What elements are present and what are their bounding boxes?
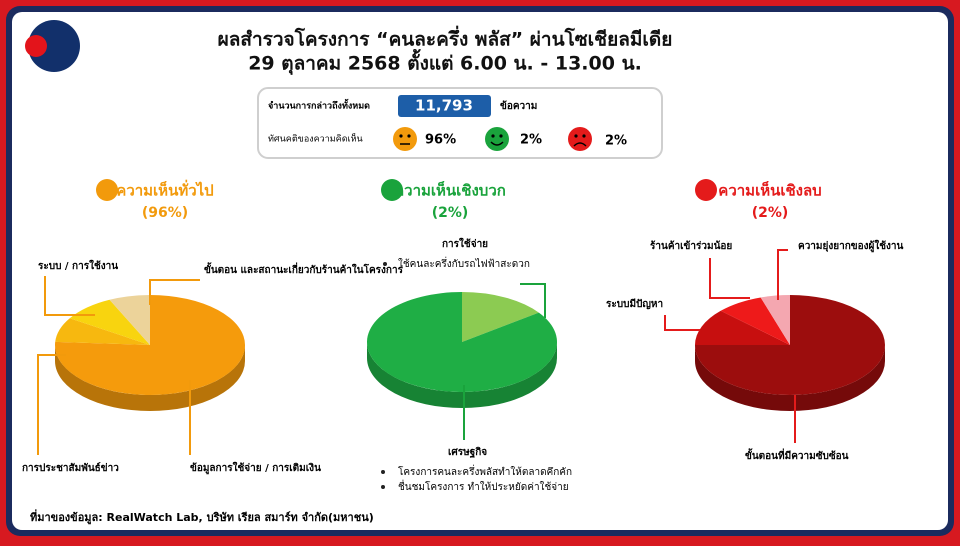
neutral-share: 96% xyxy=(425,133,456,148)
slice xyxy=(367,292,557,392)
slice-label: การประชาสัมพันธ์ข่าว xyxy=(22,462,119,474)
slice xyxy=(69,299,150,345)
slice-label: ระบบ / การใช้งาน xyxy=(38,259,118,272)
bullet xyxy=(381,485,385,489)
pie-title: ความเห็นทั่วไป xyxy=(116,180,213,200)
total-label: จำนวนการกล่าวถึงทั้งหมด xyxy=(268,99,370,112)
slice-label: ระบบมีปัญหา xyxy=(606,298,663,310)
negative-share: 2% xyxy=(605,134,627,149)
logo-dot xyxy=(25,35,47,57)
slice xyxy=(695,310,790,345)
slice-label: ความยุ่งยากของผู้ใช้งาน xyxy=(798,239,904,253)
face xyxy=(381,179,403,201)
total-unit: ข้อความ xyxy=(500,100,537,112)
summary-box xyxy=(257,87,663,159)
face-negative xyxy=(568,127,592,151)
bullet-text: ชื่นชมโครงการ ทำให้ประหยัดค่าใช้จ่าย xyxy=(398,479,569,493)
sentiment-label: ทัศนคติของความคิดเห็น xyxy=(268,132,363,145)
pie-share: (96%) xyxy=(142,205,188,221)
face-positive xyxy=(485,127,509,151)
logo xyxy=(28,20,80,72)
bullet-text: ใช้คนละครึ่งกับรถไฟฟ้าสะดวก xyxy=(398,256,530,270)
pie-share: (2%) xyxy=(432,205,469,221)
face xyxy=(695,179,717,201)
slice-label: ข้อมูลการใช้จ่าย / การเติมเงิน xyxy=(190,461,321,475)
leader-line xyxy=(520,283,546,318)
title-face xyxy=(695,179,717,201)
slice-label: ร้านค้าเข้าร่วมน้อย xyxy=(650,240,732,252)
positive-share: 2% xyxy=(520,133,542,148)
leader-line xyxy=(709,258,750,299)
leader-line xyxy=(44,276,95,316)
leader-line xyxy=(37,354,66,455)
bullet xyxy=(383,262,387,266)
total: 11,793 xyxy=(415,97,473,115)
leader-line xyxy=(777,249,788,300)
slice xyxy=(720,297,790,345)
panel xyxy=(12,12,948,530)
leader-line xyxy=(664,315,700,331)
slice-label: ขั้นตอนที่มีความซับซ้อน xyxy=(745,448,849,462)
slice xyxy=(55,318,150,345)
pie-share: (2%) xyxy=(752,205,789,221)
total-box xyxy=(398,95,491,117)
slice-side xyxy=(367,342,557,408)
subtitle: 29 ตุลาคม 2568 ตั้งแต่ 6.00 น. - 13.00 น… xyxy=(248,49,642,76)
pie-title: ความเห็นเชิงบวก xyxy=(394,181,506,200)
slice xyxy=(760,295,790,345)
slice-label: การใช้จ่าย xyxy=(442,237,488,250)
slice xyxy=(462,292,539,342)
title-face xyxy=(96,179,118,201)
face-neutral xyxy=(393,127,417,151)
slice-label: เศรษฐกิจ xyxy=(448,446,487,458)
title-face xyxy=(381,179,403,201)
slice xyxy=(109,295,150,345)
bullet-text: โครงการคนละครึ่งพลัสทำให้ตลาดคึกคัก xyxy=(398,464,572,478)
leader-line xyxy=(149,279,200,305)
pie-title: ความเห็นเชิงลบ xyxy=(718,181,821,200)
slice-side xyxy=(695,345,885,411)
footer: ที่มาของข้อมูล: RealWatch Lab, บริษัท เร… xyxy=(30,509,374,525)
face xyxy=(96,179,118,201)
title: ผลสำรวจโครงการ “คนละครึ่ง พลัส” ผ่านโซเช… xyxy=(218,26,673,51)
bullet xyxy=(381,470,385,474)
slice-side xyxy=(55,345,245,411)
slice-label: ขั้นตอน และสถานะเกี่ยวกับร้านค้าในโครงกา… xyxy=(204,262,404,276)
